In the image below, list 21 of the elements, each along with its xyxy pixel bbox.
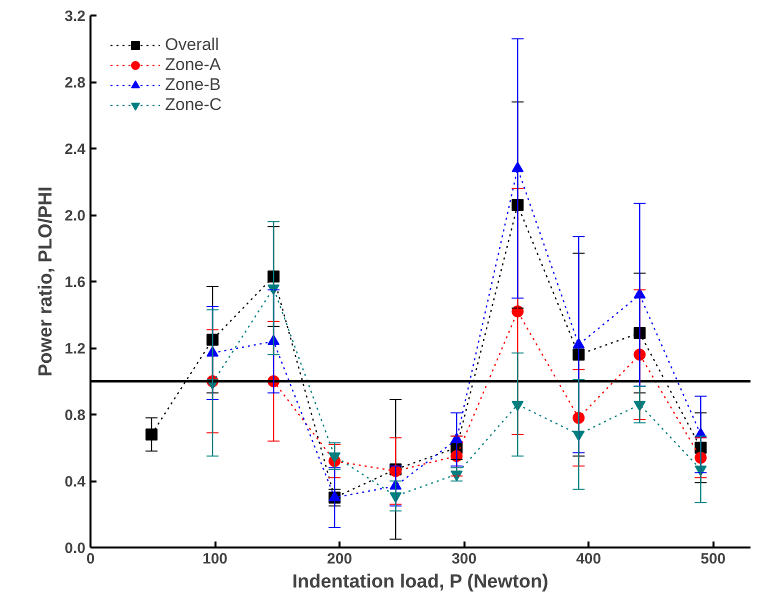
legend-label: Overall <box>165 35 219 55</box>
x-tick-label: 300 <box>452 550 477 568</box>
x-tick-label: 0 <box>86 550 95 568</box>
y-tick-label: 1.6 <box>64 274 86 291</box>
legend-label: Zone-B <box>165 75 221 95</box>
y-tick-label: 2.8 <box>64 74 86 92</box>
y-axis-title: Power ratio, PLO/PHI <box>36 186 57 377</box>
x-tick-label: 200 <box>327 550 352 568</box>
y-tick-label: 2.0 <box>64 208 86 224</box>
y-tick-label: 0.0 <box>64 540 86 557</box>
y-tick-label: 3.2 <box>64 8 86 25</box>
y-tick-label: 0.4 <box>64 474 86 490</box>
legend-label: Zone-C <box>165 95 222 115</box>
x-tick-label: 500 <box>700 550 726 568</box>
x-axis-title: Indentation load, P (Newton) <box>292 572 548 592</box>
y-tick-label: 1.2 <box>64 340 86 358</box>
legend-label: Zone-A <box>165 55 221 75</box>
y-tick-label: 0.8 <box>64 407 86 424</box>
x-tick-label: 100 <box>202 550 228 568</box>
y-tick-label: 2.4 <box>64 141 86 158</box>
x-tick-label: 400 <box>576 550 602 568</box>
